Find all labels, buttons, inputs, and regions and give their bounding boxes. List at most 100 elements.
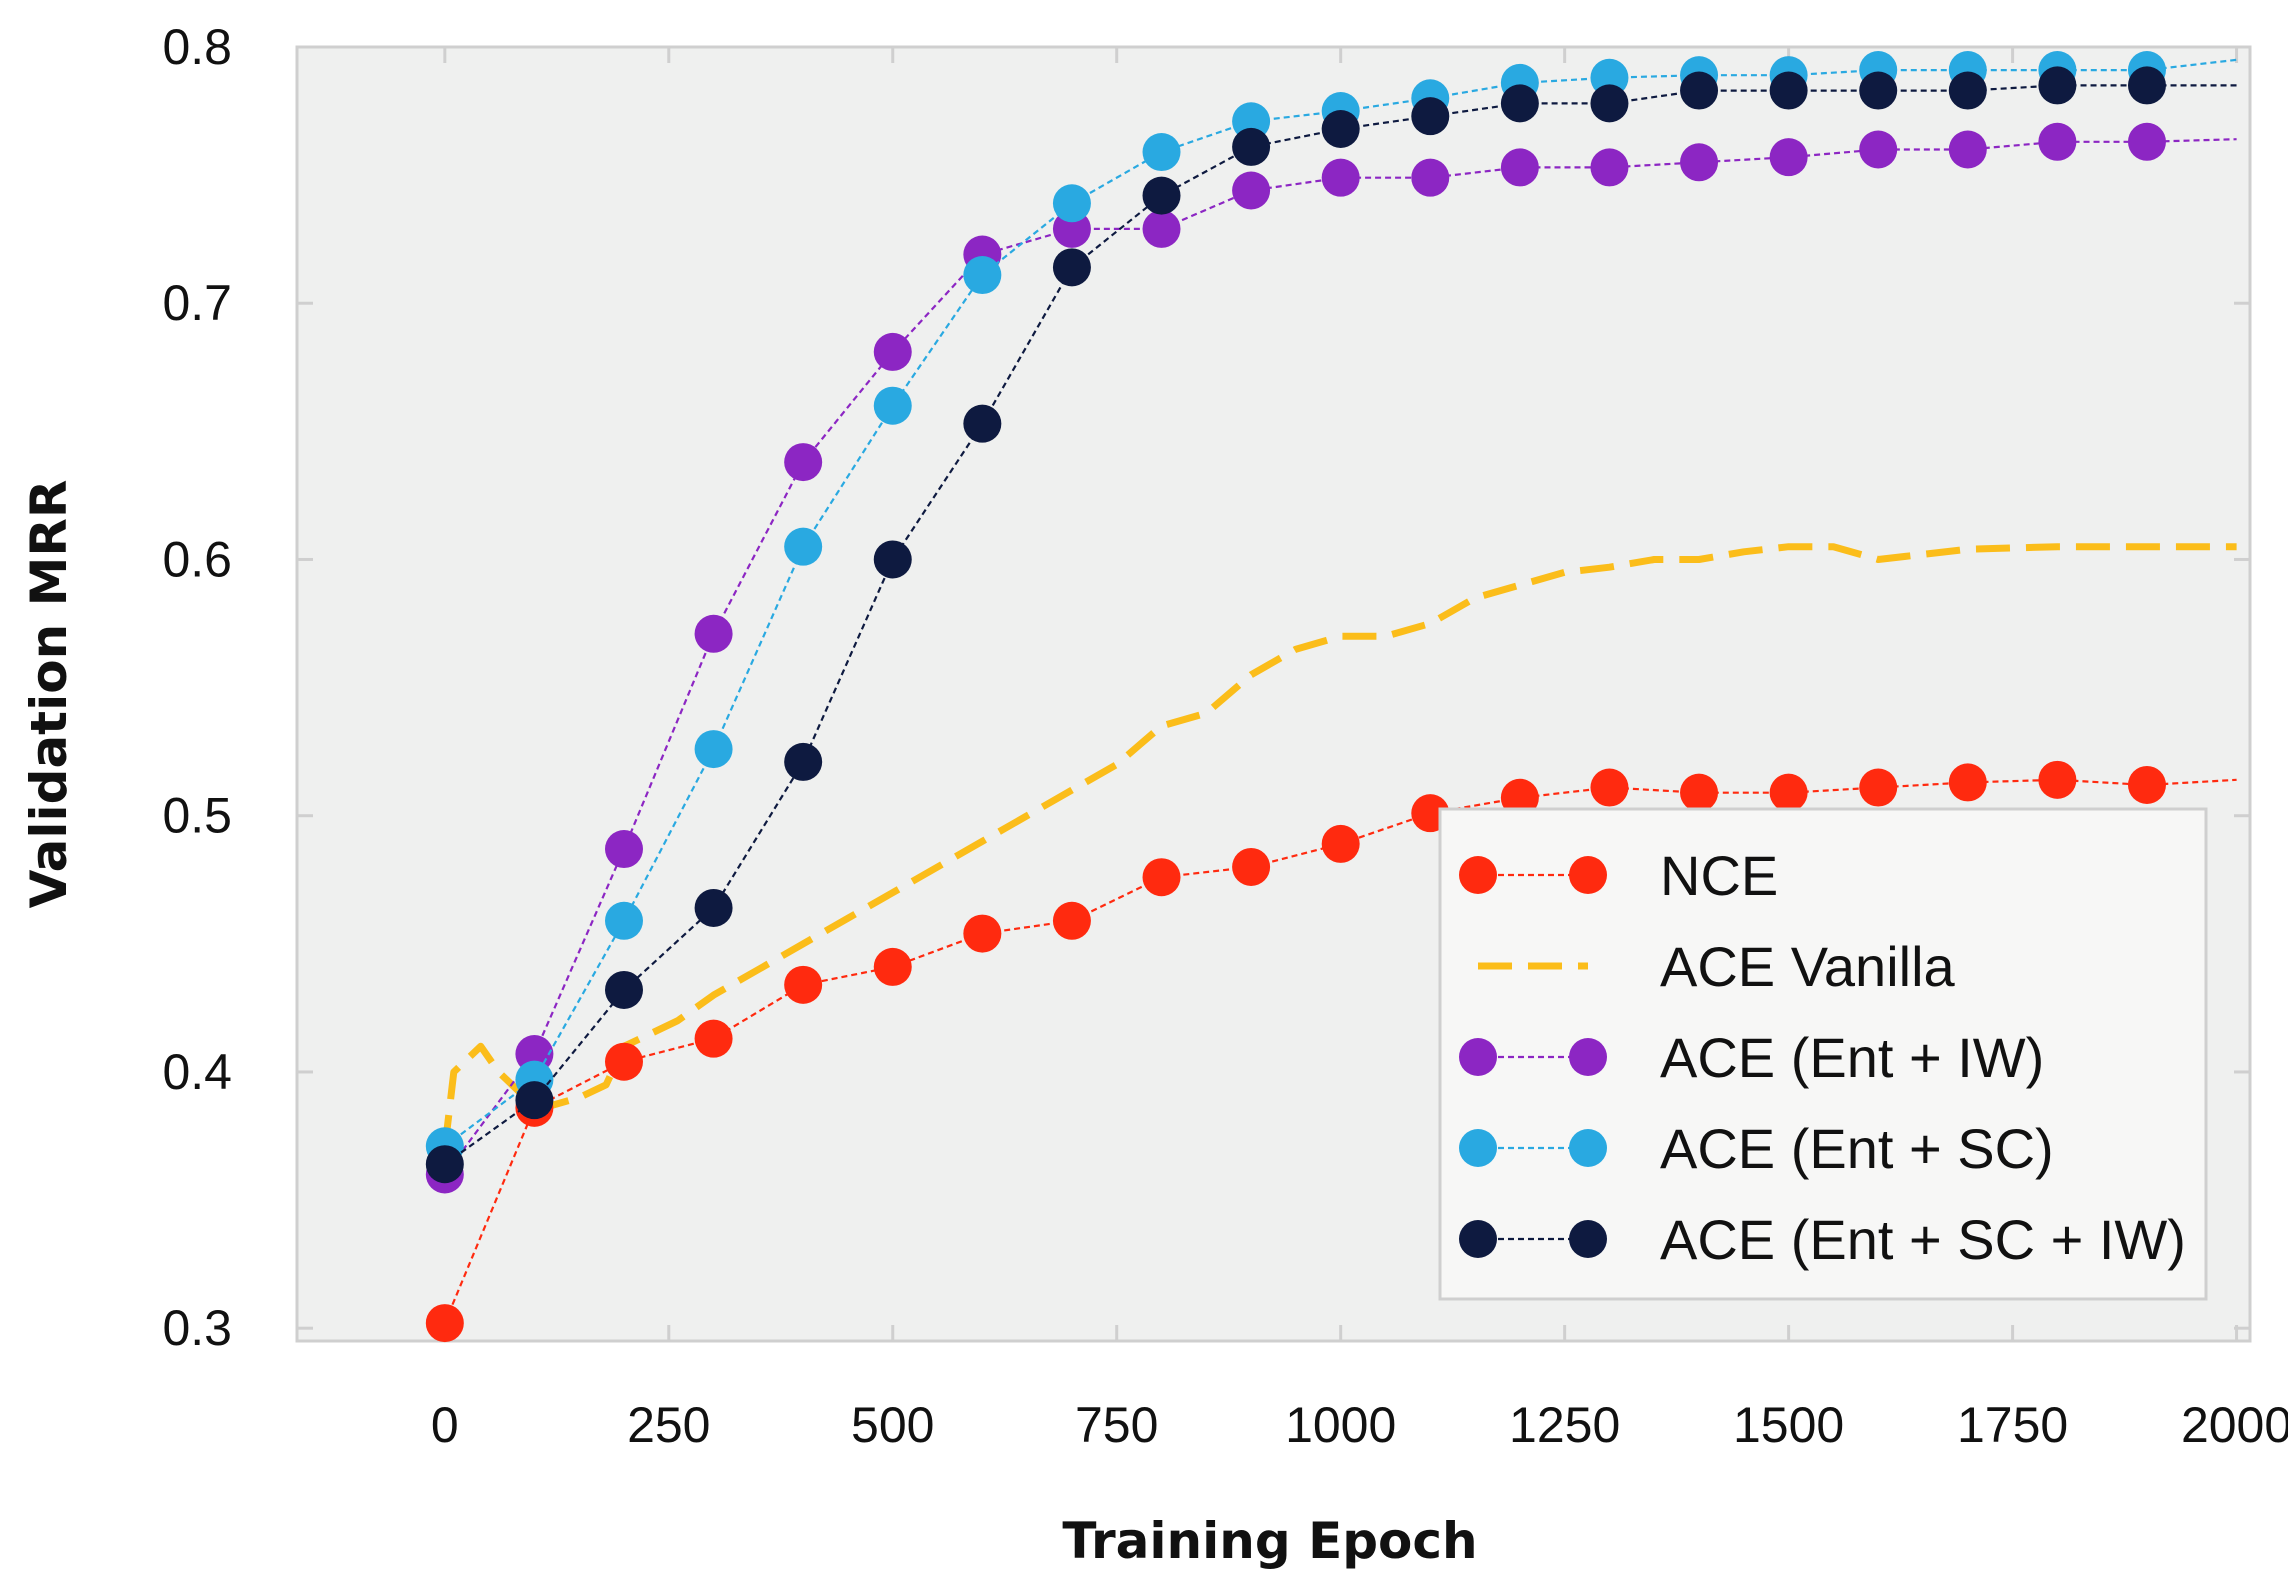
data-point-ace-ent-sc-iw [1769,71,1808,110]
legend-marker-ace-ent-iw [1459,1038,1497,1076]
legend-label-ace-ent-sc: ACE (Ent + SC) [1660,1117,2054,1180]
y-tick-label: 0.5 [162,788,232,844]
legend-marker-ace-ent-sc [1459,1129,1497,1167]
data-point-ace-ent-iw [1680,143,1719,182]
y-tick-label: 0.6 [162,531,232,587]
data-point-ace-ent-sc-iw [963,404,1002,443]
legend-label-ace-ent-iw: ACE (Ent + IW) [1660,1026,2044,1089]
data-point-nce [425,1304,464,1343]
legend-label-ace-vanilla: ACE Vanilla [1660,935,1956,998]
data-point-ace-ent-iw [694,614,733,653]
data-point-nce [1948,763,1987,802]
data-point-ace-ent-iw [873,332,912,371]
data-point-ace-ent-iw [1859,130,1898,169]
data-point-ace-ent-sc-iw [1680,71,1719,110]
data-point-nce [1232,847,1271,886]
data-point-ace-ent-sc-iw [1052,248,1091,287]
data-point-ace-ent-iw [1411,158,1450,197]
x-tick-label: 2000 [2181,1397,2288,1453]
data-point-ace-ent-sc-iw [2127,66,2166,105]
data-point-nce [2038,760,2077,799]
data-point-ace-ent-iw [1321,158,1360,197]
data-point-nce [784,965,823,1004]
data-point-ace-ent-iw [1232,171,1271,210]
data-point-ace-ent-sc [873,386,912,425]
data-point-ace-ent-sc [1052,184,1091,223]
series-line-ace-vanilla [441,543,2237,1150]
data-point-ace-ent-iw [1948,130,1987,169]
legend-marker-ace-ent-sc-iw [1569,1220,1607,1258]
data-point-ace-ent-sc-iw [1590,84,1629,123]
y-tick-label: 0.8 [162,19,232,75]
data-point-ace-ent-sc-iw [1948,71,1987,110]
x-tick-label: 750 [1075,1397,1158,1453]
data-point-ace-ent-iw [784,443,823,482]
data-point-ace-ent-iw [1590,148,1629,187]
y-axis: 0.3 0.4 0.5 0.6 0.7 0.8 [162,19,2250,1356]
y-tick-label: 0.7 [162,275,232,331]
data-point-ace-ent-iw [1142,209,1181,248]
data-point-ace-ent-sc-iw [1411,97,1450,136]
data-point-nce [2127,765,2166,804]
legend-label-ace-ent-sc-iw: ACE (Ent + SC + IW) [1660,1208,2186,1271]
data-point-ace-ent-iw [1769,138,1808,177]
data-point-ace-ent-iw [1500,148,1539,187]
data-point-ace-ent-sc-iw [873,540,912,579]
x-tick-label: 250 [627,1397,710,1453]
data-point-ace-ent-sc [694,730,733,769]
x-axis-title: Training Epoch [1062,1512,1477,1570]
data-point-nce [1859,768,1898,807]
data-point-ace-ent-sc-iw [425,1145,464,1184]
legend-marker-ace-ent-iw [1569,1038,1607,1076]
x-tick-label: 0 [431,1397,459,1453]
data-point-ace-ent-sc-iw [784,742,823,781]
x-tick-label: 500 [851,1397,934,1453]
data-point-nce [1321,824,1360,863]
data-point-nce [873,947,912,986]
x-tick-label: 1250 [1509,1397,1620,1453]
legend: NCE ACE Vanilla ACE (Ent + IW) ACE (Ent + S… [1438,807,2208,1301]
legend-label-nce: NCE [1660,844,1778,907]
data-point-nce [1680,773,1719,812]
data-point-nce [1142,858,1181,897]
data-point-nce [1590,768,1629,807]
data-point-ace-ent-sc-iw [604,970,643,1009]
data-point-ace-ent-sc-iw [1232,127,1271,166]
data-point-ace-ent-sc [784,527,823,566]
data-point-nce [1500,778,1539,817]
data-point-ace-ent-sc [604,901,643,940]
series-line-ace-ent-sc-iw [444,84,2237,1166]
data-point-ace-ent-sc-iw [1321,109,1360,148]
series-line-ace-ent-sc [444,58,2237,1148]
data-point-nce [1052,901,1091,940]
x-tick-label: 1500 [1733,1397,1844,1453]
legend-box [1438,807,2208,1301]
data-point-ace-ent-sc-iw [515,1081,554,1120]
data-point-nce [1769,773,1808,812]
data-point-nce [694,1019,733,1058]
data-point-ace-ent-sc-iw [1500,84,1539,123]
data-point-ace-ent-iw [604,830,643,869]
data-point-ace-ent-sc-iw [1142,176,1181,215]
x-tick-label: 1000 [1285,1397,1396,1453]
data-point-ace-ent-sc [963,256,1002,295]
legend-marker-nce [1569,856,1607,894]
legend-marker-nce [1459,856,1497,894]
data-point-ace-ent-sc-iw [1859,71,1898,110]
data-point-ace-ent-sc-iw [2038,66,2077,105]
data-point-ace-ent-sc [1142,133,1181,172]
legend-marker-ace-ent-sc-iw [1459,1220,1497,1258]
x-tick-label: 1750 [1957,1397,2068,1453]
y-tick-label: 0.4 [162,1044,232,1100]
x-axis: 0 250 500 750 1000 1250 1500 1750 2000 [431,47,2288,1453]
series-layer [425,51,2237,1343]
data-point-nce [963,914,1002,953]
data-point-ace-ent-iw [2038,122,2077,161]
y-axis-title: Validation MRR [20,480,78,909]
data-point-ace-ent-iw [2127,122,2166,161]
data-point-ace-ent-sc-iw [694,888,733,927]
legend-marker-ace-ent-sc [1569,1129,1607,1167]
data-point-nce [604,1042,643,1081]
y-tick-label: 0.3 [162,1300,232,1356]
